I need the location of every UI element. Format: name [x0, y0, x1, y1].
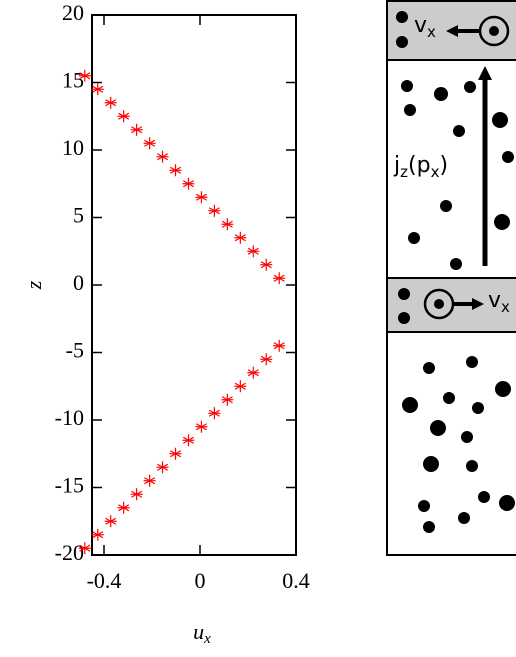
x-tick-label: 0.4	[282, 568, 310, 593]
vortex-mid	[423, 288, 484, 320]
y-tick-label: -10	[55, 405, 84, 430]
data-point	[260, 258, 273, 271]
label-base: )	[439, 153, 448, 178]
y-tick-label: 10	[62, 135, 84, 160]
data-point	[273, 339, 286, 352]
data-point	[143, 474, 156, 487]
data-point	[143, 137, 156, 150]
mid-layer	[386, 277, 516, 333]
data-point	[234, 231, 247, 244]
y-tick-label: -5	[66, 338, 84, 363]
label-base: u	[193, 619, 204, 644]
label-base: j	[393, 153, 400, 178]
data-point	[78, 542, 91, 555]
y-tick-label: 0	[73, 270, 84, 295]
vortex-top	[446, 15, 510, 47]
top-velocity-label: vx	[414, 13, 436, 41]
x-tick-label: -0.4	[87, 568, 122, 593]
y-tick-label: 5	[73, 203, 84, 228]
data-point	[221, 218, 234, 231]
data-point	[221, 393, 234, 406]
mid-velocity-label: vx	[488, 288, 510, 316]
data-point	[208, 407, 221, 420]
data-point	[78, 69, 91, 82]
y-tick-label: 15	[62, 68, 84, 93]
label-base: v	[488, 288, 501, 313]
label-base: v	[414, 13, 427, 38]
data-point	[195, 191, 208, 204]
data-point	[182, 434, 195, 447]
particles	[396, 11, 515, 533]
data-point	[91, 83, 104, 96]
data-point	[247, 245, 260, 258]
data-point	[156, 150, 169, 163]
label-sub: x	[501, 298, 510, 316]
label-base: (p	[408, 153, 431, 178]
current-arrow	[478, 66, 492, 266]
data-point	[91, 528, 104, 541]
data-point	[169, 164, 182, 177]
label-sub: z	[400, 163, 408, 181]
label-sub: x	[203, 631, 211, 647]
data-point	[104, 96, 117, 109]
data-point	[273, 272, 286, 285]
data-point	[247, 366, 260, 379]
data-point	[156, 461, 169, 474]
label-sub: x	[427, 23, 436, 41]
data-point	[234, 380, 247, 393]
data-point	[195, 420, 208, 433]
y-tick-label: -20	[55, 540, 84, 565]
label-sub: x	[431, 163, 440, 181]
y-tick-label: 20	[62, 0, 84, 25]
data-point	[130, 123, 143, 136]
data-point	[182, 177, 195, 190]
data-point	[260, 353, 273, 366]
x-axis-label: ux	[193, 619, 211, 647]
y-tick-label: -15	[55, 473, 84, 498]
data-point	[117, 501, 130, 514]
y-axis-label: z	[21, 280, 46, 290]
plot-frame	[91, 14, 297, 556]
data-point	[208, 204, 221, 217]
diagram: vx vx jz(px)	[386, 0, 516, 556]
data-point	[169, 447, 182, 460]
current-label: jz(px)	[393, 153, 448, 181]
data-point	[130, 488, 143, 501]
data-point	[104, 515, 117, 528]
data-point	[117, 110, 130, 123]
x-tick-label: 0	[195, 568, 206, 593]
